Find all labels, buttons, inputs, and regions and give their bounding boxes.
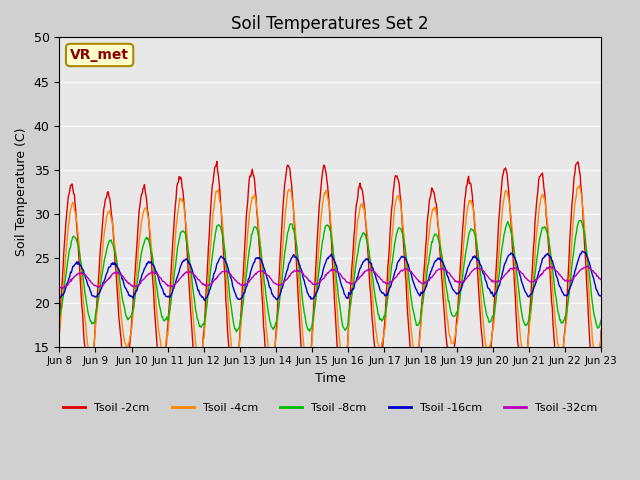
Tsoil -32cm <box>205 282 213 288</box>
Tsoil -8cm <box>397 226 404 232</box>
Tsoil -4cm <box>597 332 605 337</box>
Tsoil -8cm <box>121 307 129 312</box>
Y-axis label: Soil Temperature (C): Soil Temperature (C) <box>15 128 28 256</box>
Tsoil -16cm <box>397 255 404 261</box>
Tsoil -2cm <box>205 243 212 249</box>
Tsoil -4cm <box>121 340 129 346</box>
X-axis label: Time: Time <box>315 372 346 385</box>
Tsoil -32cm <box>177 275 184 281</box>
Tsoil -8cm <box>232 329 240 335</box>
Tsoil -16cm <box>579 248 586 254</box>
Legend: Tsoil -2cm, Tsoil -4cm, Tsoil -8cm, Tsoil -16cm, Tsoil -32cm: Tsoil -2cm, Tsoil -4cm, Tsoil -8cm, Tsoi… <box>58 399 602 418</box>
Tsoil -16cm <box>205 288 213 294</box>
Tsoil -4cm <box>232 363 239 369</box>
Tsoil -8cm <box>56 315 63 321</box>
Tsoil -2cm <box>213 158 221 164</box>
Tsoil -8cm <box>597 317 605 323</box>
Tsoil -32cm <box>66 279 74 285</box>
Tsoil -2cm <box>230 387 238 393</box>
Line: Tsoil -4cm: Tsoil -4cm <box>60 185 601 366</box>
Tsoil -4cm <box>575 182 583 188</box>
Tsoil -2cm <box>597 327 605 333</box>
Tsoil -8cm <box>65 249 73 254</box>
Text: VR_met: VR_met <box>70 48 129 62</box>
Tsoil -4cm <box>413 355 420 360</box>
Tsoil -8cm <box>577 217 585 223</box>
Tsoil -16cm <box>121 284 129 290</box>
Tsoil -32cm <box>122 277 129 283</box>
Tsoil -32cm <box>413 276 420 282</box>
Tsoil -8cm <box>413 323 420 328</box>
Tsoil -32cm <box>597 277 605 283</box>
Line: Tsoil -32cm: Tsoil -32cm <box>60 266 601 288</box>
Tsoil -16cm <box>413 287 420 293</box>
Line: Tsoil -16cm: Tsoil -16cm <box>60 251 601 300</box>
Line: Tsoil -2cm: Tsoil -2cm <box>60 161 601 390</box>
Tsoil -2cm <box>56 325 63 331</box>
Tsoil -2cm <box>397 209 405 215</box>
Line: Tsoil -8cm: Tsoil -8cm <box>60 220 601 332</box>
Tsoil -32cm <box>56 285 63 290</box>
Tsoil -2cm <box>413 364 421 370</box>
Tsoil -4cm <box>65 220 73 226</box>
Tsoil -16cm <box>597 293 605 299</box>
Tsoil -4cm <box>176 195 184 201</box>
Tsoil -8cm <box>205 286 212 292</box>
Tsoil -2cm <box>176 176 184 182</box>
Tsoil -32cm <box>58 286 66 291</box>
Tsoil -8cm <box>176 233 184 239</box>
Tsoil -16cm <box>56 296 63 301</box>
Tsoil -4cm <box>56 331 63 336</box>
Title: Soil Temperatures Set 2: Soil Temperatures Set 2 <box>232 15 429 33</box>
Tsoil -4cm <box>205 273 212 279</box>
Tsoil -2cm <box>65 192 73 197</box>
Tsoil -16cm <box>201 298 209 303</box>
Tsoil -16cm <box>176 265 184 271</box>
Tsoil -4cm <box>397 203 404 208</box>
Tsoil -32cm <box>397 268 404 274</box>
Tsoil -2cm <box>121 362 129 368</box>
Tsoil -32cm <box>583 263 591 269</box>
Tsoil -16cm <box>65 275 73 281</box>
